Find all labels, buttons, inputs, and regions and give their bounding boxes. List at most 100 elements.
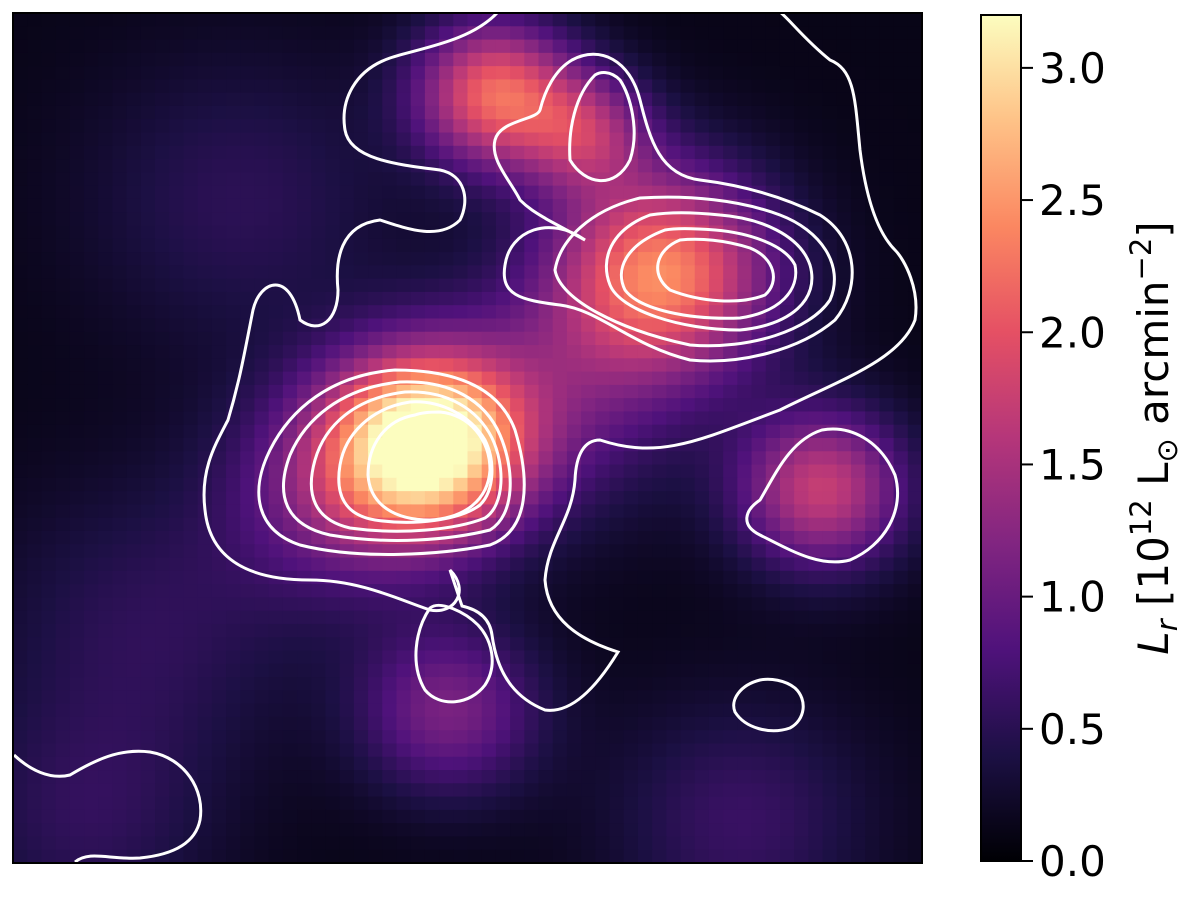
heatmap-cell <box>694 823 710 838</box>
heatmap-cell <box>694 703 710 718</box>
heatmap-cell <box>808 252 824 266</box>
heatmap-cell <box>382 238 398 253</box>
heatmap-cell <box>694 52 710 67</box>
heatmap-cell <box>240 52 256 67</box>
heatmap-cell <box>751 504 767 519</box>
heatmap-cell <box>339 464 355 479</box>
heatmap-cell <box>893 145 909 160</box>
heatmap-cell <box>723 105 738 120</box>
heatmap-cell <box>282 371 298 386</box>
heatmap-cell <box>708 477 724 492</box>
heatmap-cell <box>765 145 781 160</box>
heatmap-cell <box>595 26 611 41</box>
heatmap-cell <box>211 677 227 691</box>
heatmap-cell <box>737 13 753 27</box>
heatmap-cell <box>879 318 895 333</box>
heatmap-cell <box>410 331 426 346</box>
heatmap-cell <box>98 66 114 81</box>
heatmap-cell <box>737 570 753 585</box>
heatmap-cell <box>439 265 454 280</box>
heatmap-cell <box>652 677 667 691</box>
heatmap-cell <box>893 305 909 320</box>
heatmap-cell <box>595 464 611 479</box>
heatmap-cell <box>169 212 185 227</box>
heatmap-cell <box>510 252 525 266</box>
heatmap-cell <box>836 477 852 492</box>
contour-line <box>13 749 203 863</box>
heatmap-cell <box>368 809 383 824</box>
heatmap-cell <box>481 849 497 863</box>
heatmap-cell <box>410 212 426 227</box>
heatmap-cell <box>609 743 625 758</box>
heatmap-cell <box>850 584 866 598</box>
heatmap-cell <box>424 570 440 585</box>
heatmap-cell <box>339 570 355 585</box>
heatmap-cell <box>226 756 241 771</box>
heatmap-cell <box>737 770 753 784</box>
heatmap-cell <box>666 809 682 824</box>
heatmap-cell <box>382 663 398 678</box>
heatmap-cell <box>69 438 85 452</box>
heatmap-cell <box>723 66 738 81</box>
heatmap-cell <box>55 650 71 665</box>
heatmap-cell <box>439 650 454 665</box>
heatmap-cell <box>666 597 682 612</box>
heatmap-cell <box>652 756 667 771</box>
heatmap-cell <box>353 464 369 479</box>
heatmap-cell <box>27 544 42 559</box>
heatmap-cell <box>226 716 241 731</box>
heatmap-cell <box>155 517 170 532</box>
heatmap-cell <box>652 26 667 41</box>
heatmap-cell <box>453 451 469 466</box>
heatmap-cell <box>581 119 596 134</box>
heatmap-cell <box>808 637 824 652</box>
heatmap-cell <box>155 783 170 798</box>
heatmap-cell <box>368 66 383 81</box>
heatmap-cell <box>339 770 355 784</box>
heatmap-cell <box>779 849 795 863</box>
heatmap-cell <box>637 570 653 585</box>
heatmap-cell <box>424 119 440 134</box>
heatmap-cell <box>84 66 99 81</box>
heatmap-cell <box>13 66 28 81</box>
heatmap-cell <box>680 198 696 213</box>
heatmap-cell <box>510 836 525 851</box>
heatmap-cell <box>396 477 412 492</box>
heatmap-cell <box>169 464 185 479</box>
heatmap-cell <box>495 358 511 373</box>
heatmap-cell <box>254 145 270 160</box>
heatmap-cell <box>865 39 880 54</box>
heatmap-cell <box>524 730 540 745</box>
heatmap-cell <box>13 132 28 147</box>
heatmap-cell <box>495 398 511 413</box>
heatmap-cell <box>211 172 227 187</box>
heatmap-cell <box>268 783 284 798</box>
heatmap-cell <box>410 690 426 705</box>
heatmap-cell <box>907 517 922 532</box>
heatmap-cell <box>708 823 724 838</box>
heatmap-cell <box>297 39 312 54</box>
heatmap-cell <box>822 677 838 691</box>
heatmap-cell <box>723 677 738 691</box>
heatmap-cell <box>552 544 568 559</box>
heatmap-cell <box>850 278 866 293</box>
heatmap-cell <box>495 132 511 147</box>
heatmap-cell <box>751 770 767 784</box>
heatmap-cell <box>879 159 895 173</box>
heatmap-cell <box>652 623 667 638</box>
heatmap-cell <box>226 185 241 200</box>
heatmap-cell <box>581 92 596 107</box>
heatmap-cell <box>382 623 398 638</box>
heatmap-cell <box>126 145 142 160</box>
heatmap-cell <box>382 198 398 213</box>
heatmap-cell <box>581 663 596 678</box>
heatmap-cell <box>439 504 454 519</box>
heatmap-cell <box>424 836 440 851</box>
heatmap-cell <box>211 212 227 227</box>
heatmap-cell <box>879 92 895 107</box>
heatmap-cell <box>581 26 596 41</box>
heatmap-cell <box>268 770 284 784</box>
heatmap-cell <box>126 305 142 320</box>
heatmap-cell <box>254 265 270 280</box>
heatmap-cell <box>879 677 895 691</box>
